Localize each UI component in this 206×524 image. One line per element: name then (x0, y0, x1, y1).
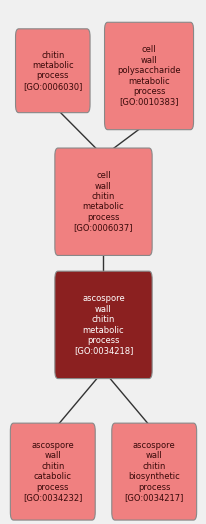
FancyBboxPatch shape (55, 271, 151, 378)
Text: chitin
metabolic
process
[GO:0006030]: chitin metabolic process [GO:0006030] (23, 51, 82, 91)
Text: ascospore
wall
chitin
metabolic
process
[GO:0034218]: ascospore wall chitin metabolic process … (74, 294, 132, 355)
FancyBboxPatch shape (15, 29, 90, 113)
Text: ascospore
wall
chitin
catabolic
process
[GO:0034232]: ascospore wall chitin catabolic process … (23, 441, 82, 502)
FancyBboxPatch shape (111, 423, 196, 520)
FancyBboxPatch shape (104, 23, 193, 130)
FancyBboxPatch shape (55, 148, 151, 256)
FancyBboxPatch shape (10, 423, 95, 520)
Text: cell
wall
chitin
metabolic
process
[GO:0006037]: cell wall chitin metabolic process [GO:0… (73, 171, 133, 232)
Text: ascospore
wall
chitin
biosynthetic
process
[GO:0034217]: ascospore wall chitin biosynthetic proce… (124, 441, 183, 502)
Text: cell
wall
polysaccharide
metabolic
process
[GO:0010383]: cell wall polysaccharide metabolic proce… (117, 46, 180, 106)
